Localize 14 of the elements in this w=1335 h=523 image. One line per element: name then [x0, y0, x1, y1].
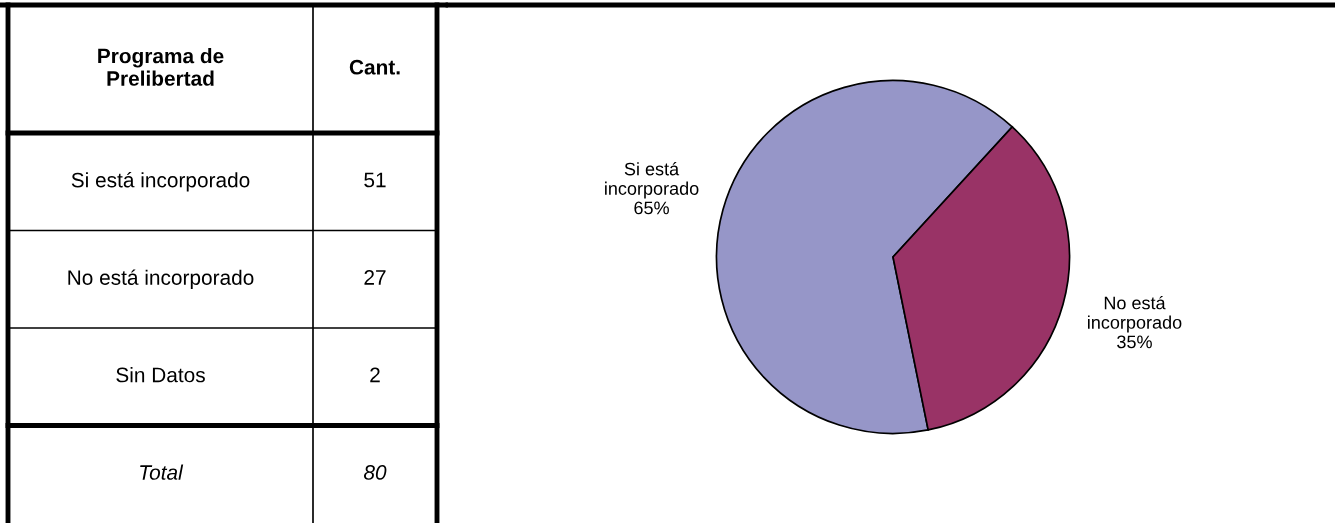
data-label: 27 — [364, 270, 386, 285]
data-label: 51 — [364, 172, 386, 188]
category-label: Total — [140, 464, 184, 480]
text: Cant. — [349, 59, 400, 75]
slice-label: Si está incorporado — [605, 161, 699, 199]
category-label: No está incorporado — [68, 269, 254, 290]
data-label: 2 — [370, 367, 380, 383]
data-label: 35% — [1117, 335, 1152, 349]
category-label: Si está incorporado — [71, 171, 250, 192]
slice-label: No está incorporado — [1088, 295, 1182, 333]
data-label: 65% — [634, 201, 669, 215]
data-label: 80 — [363, 465, 387, 480]
category-label: Sin Datos — [116, 367, 205, 383]
text: Programa de Prelibertad — [98, 48, 224, 86]
